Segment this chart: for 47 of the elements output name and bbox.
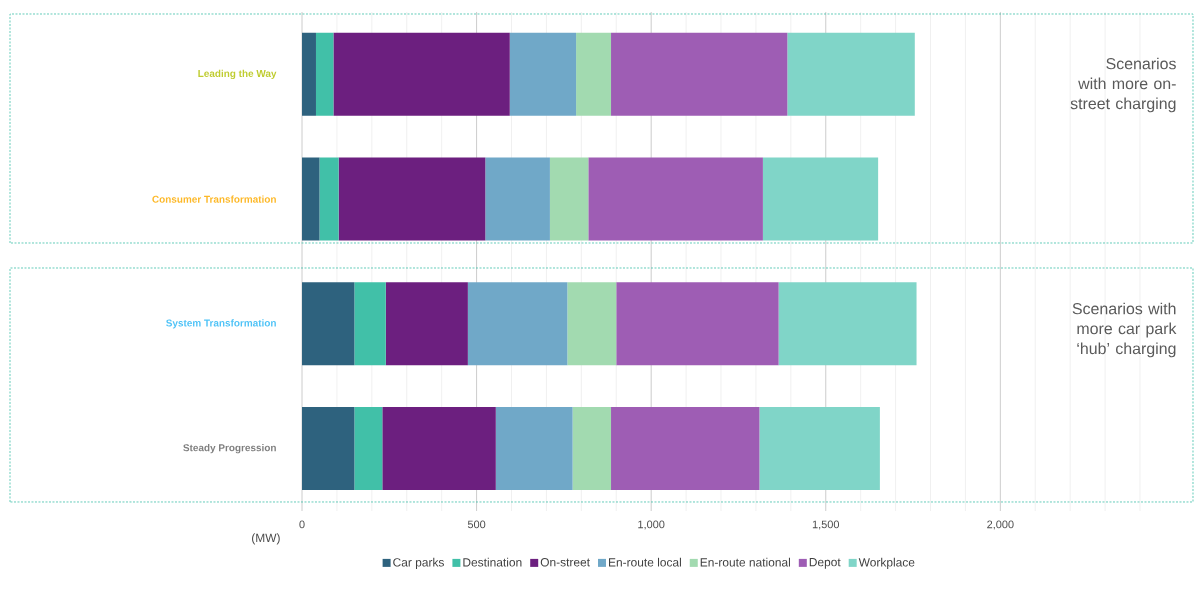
y-tick-label: Leading the Way bbox=[198, 69, 277, 80]
bar bbox=[333, 32, 510, 116]
bar bbox=[302, 407, 355, 491]
bar bbox=[319, 157, 339, 241]
bar bbox=[382, 407, 496, 491]
annotation: Scenarios with more car park ‘hub’ charging bbox=[1072, 302, 1177, 358]
legend-label: Workplace bbox=[858, 557, 915, 569]
bar bbox=[302, 157, 320, 241]
bar bbox=[354, 407, 383, 491]
y-tick-label: System Transformation bbox=[166, 319, 276, 329]
legend-label: En-route national bbox=[700, 557, 790, 567]
bar bbox=[302, 32, 316, 116]
bar bbox=[302, 282, 355, 366]
bar bbox=[315, 32, 334, 116]
bar bbox=[778, 282, 917, 366]
bar bbox=[611, 407, 760, 491]
legend-label: Destination bbox=[463, 557, 522, 567]
bar bbox=[549, 157, 589, 241]
x-tick-label: 1,500 bbox=[812, 520, 840, 530]
bar bbox=[576, 32, 612, 116]
x-axis-title: (MW) bbox=[252, 533, 280, 545]
y-tick-label: Steady Progression bbox=[183, 443, 276, 454]
bar bbox=[567, 282, 617, 366]
bar bbox=[759, 407, 880, 491]
bar bbox=[509, 32, 577, 116]
bar bbox=[467, 282, 568, 366]
bar bbox=[354, 282, 386, 366]
y-tick-label: Consumer Transformation bbox=[152, 195, 276, 203]
x-tick-label: 2,000 bbox=[987, 520, 1014, 530]
legend-label: Car parks bbox=[393, 557, 444, 569]
x-tick-label: 500 bbox=[467, 520, 486, 529]
bar bbox=[485, 157, 550, 241]
bar bbox=[385, 282, 468, 366]
bar bbox=[495, 407, 573, 491]
bar bbox=[572, 407, 612, 491]
bar bbox=[338, 157, 486, 241]
annotation: Scenarios with more on-street charging bbox=[1070, 57, 1176, 113]
x-tick-label: 1,000 bbox=[638, 520, 665, 530]
bar bbox=[762, 157, 879, 241]
bar bbox=[588, 157, 763, 241]
legend-label: En-route local bbox=[609, 557, 681, 567]
legend-label: Depot bbox=[809, 558, 841, 569]
bar bbox=[616, 282, 779, 366]
x-tick-label: 0 bbox=[299, 520, 305, 529]
legend-label: On-street bbox=[540, 557, 590, 567]
bar bbox=[611, 32, 788, 116]
bar bbox=[787, 32, 915, 116]
